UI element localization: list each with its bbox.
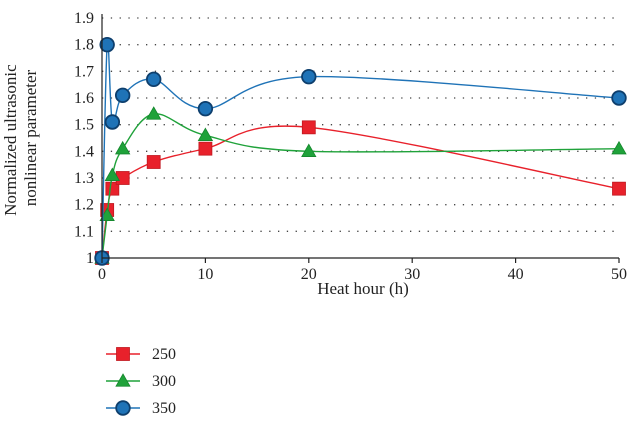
data-point-300 [114,140,131,155]
data-point-300 [197,127,214,141]
data-point-300 [104,167,121,181]
x-tick-labels: 0 10 20 30 40 50 [98,266,627,283]
data-point-350 [145,71,162,88]
data-point-350 [197,100,214,117]
data-point-250 [146,155,161,169]
legend-item-350: 350 [106,400,176,417]
x-axis-title: Heat hour (h) [317,279,409,298]
y-tick-label: 1.7 [74,63,94,80]
legend-label: 300 [152,373,176,390]
y-tick-label: 1.6 [74,90,94,107]
y-tick-labels: 1 1.1 1.2 1.3 1.4 1.5 1.6 1.7 1.8 1.9 [74,10,94,267]
legend: 250 300 350 [106,346,176,417]
series-line-250 [101,125,620,259]
data-point-300 [611,140,627,155]
data-point-300 [146,106,162,120]
x-tick-label: 20 [301,266,317,283]
plot-series [94,36,627,266]
data-point-300 [301,143,317,157]
data-point-350 [301,68,317,85]
x-tick-label: 50 [611,266,627,283]
legend-label: 250 [152,346,176,363]
series-300 [94,106,627,264]
data-point-300 [99,207,115,221]
y-tick-label: 1.2 [74,197,94,214]
legend-item-300: 300 [106,373,176,390]
data-point-350 [611,90,627,106]
legend-label: 350 [152,400,176,417]
y-tick-label: 1.8 [74,37,94,54]
data-point-250 [198,141,213,156]
data-point-350 [114,87,131,104]
axes [101,14,620,263]
x-tick-label: 30 [404,266,420,283]
y-tick-label: 1 [86,250,94,267]
series-250 [95,120,626,265]
y-axis-title-line-1: Normalized ultrasonic [1,64,20,216]
y-axis-title: Normalized ultrasonic nonlinear paramete… [1,60,40,216]
y-tick-label: 1.3 [74,170,94,187]
x-tick-label: 0 [98,266,106,283]
y-tick-label: 1.9 [74,10,94,27]
y-tick-label: 1.1 [74,223,94,240]
data-point-250 [612,181,626,196]
legend-marker-350 [115,400,131,416]
data-point-350 [99,36,115,53]
data-point-250 [301,120,316,135]
x-tick-label: 10 [197,266,213,283]
legend-marker-250 [116,347,130,361]
y-axis-title-line-2: nonlinear parameter [21,69,40,206]
x-tick-label: 40 [508,266,524,283]
data-point-350 [104,114,121,130]
legend-item-250: 250 [106,346,176,363]
y-tick-label: 1.5 [74,117,94,134]
legend-marker-300 [115,373,131,387]
y-tick-label: 1.4 [74,143,94,160]
